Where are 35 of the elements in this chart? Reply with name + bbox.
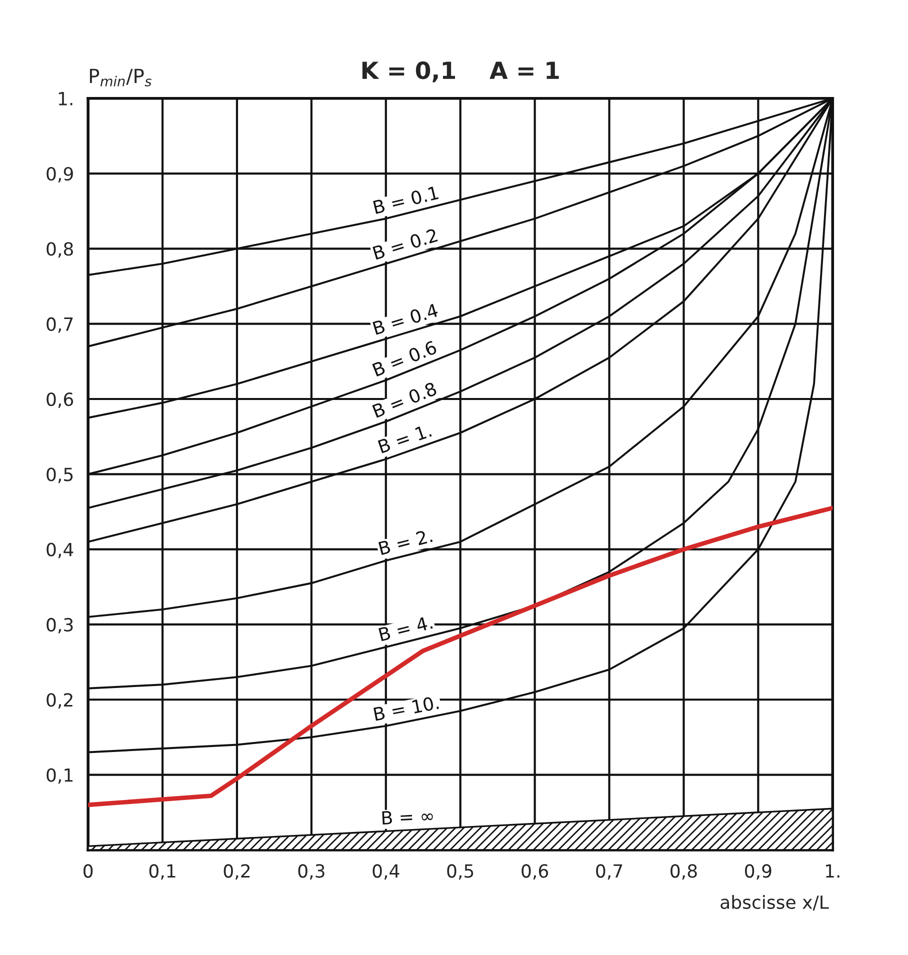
x-tick-label: 0,5 — [447, 864, 474, 880]
text: B = 0.4 — [372, 303, 439, 336]
x-tick-label: 0,3 — [298, 864, 324, 880]
x-tick-label: 0,9 — [745, 864, 772, 880]
y-tick-label: 0,4 — [46, 542, 74, 558]
text: B = 0.8 — [372, 382, 438, 418]
y-tick-label: 0,6 — [46, 392, 74, 408]
y-tick-label: 0,3 — [46, 618, 73, 634]
x-tick-label: 0,1 — [149, 864, 176, 880]
x-tick-label: 1. — [826, 864, 840, 878]
y-axis-title: P$_{min}$/P$_{s}$ — [90, 68, 152, 86]
y-tick-label: 0,9 — [46, 166, 73, 182]
text: B = 1. — [378, 424, 432, 454]
y-tick-label: 0,1 — [46, 768, 73, 784]
x-axis-title: abscisse x/L — [720, 895, 829, 910]
x-tick-label: 0,8 — [670, 864, 697, 880]
chart-title: K = 0,1 A = 1 — [362, 61, 559, 82]
series-label: B = ∞ — [382, 808, 434, 825]
x-tick-label: 0,6 — [522, 864, 548, 880]
x-tick-label: 0,2 — [224, 864, 250, 880]
line-series — [88, 506, 833, 808]
text: B = 4. — [378, 616, 433, 642]
x-tick-label: 0 — [84, 864, 93, 878]
y-tick-label: 0,2 — [46, 693, 72, 709]
y-tick-label: 0,7 — [46, 317, 73, 333]
text: B = 0.2 — [372, 228, 438, 260]
text: B = 10. — [373, 696, 439, 722]
text: B = 0.6 — [372, 340, 438, 377]
y-tick-label: 0,5 — [46, 468, 73, 484]
text: B = 0.1 — [373, 186, 439, 214]
text: B = 2. — [378, 528, 433, 555]
x-tick-label: 0,7 — [596, 864, 622, 880]
y-tick-label: 0,8 — [46, 242, 73, 258]
x-tick-label: 0,4 — [372, 864, 400, 880]
y-tick-label: 1. — [58, 92, 72, 106]
